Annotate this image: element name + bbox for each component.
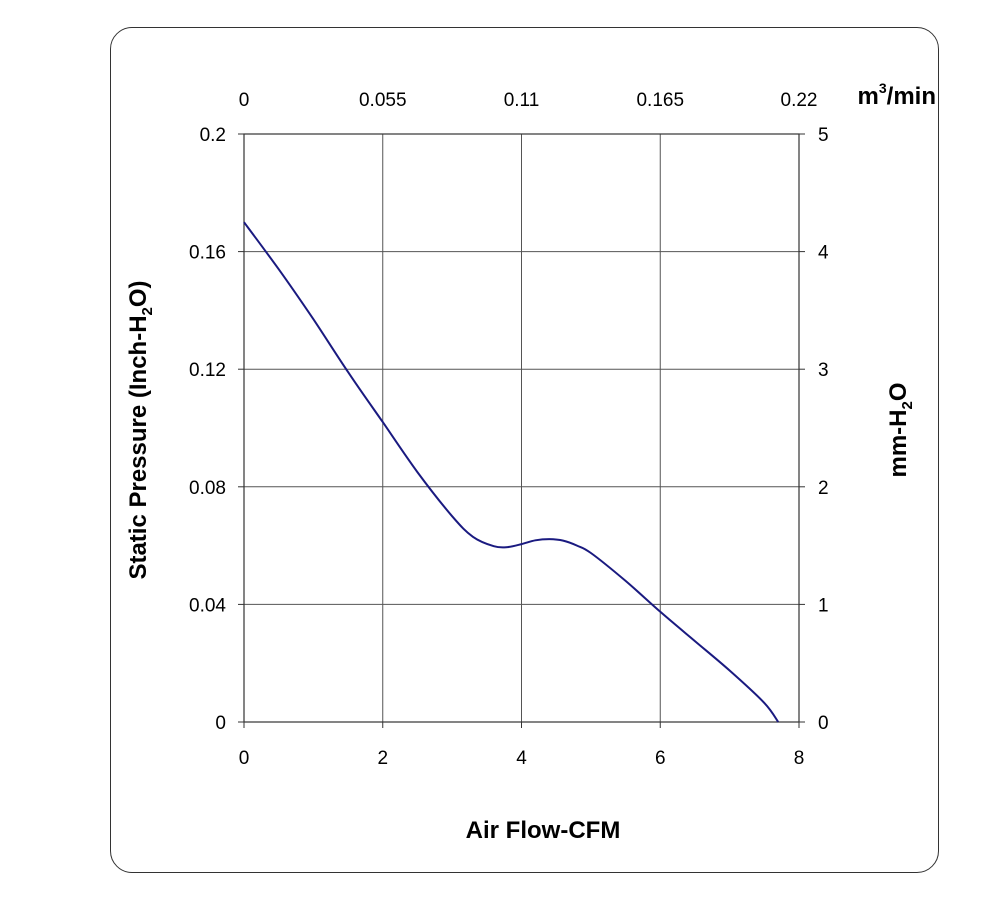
pressure-curve [243, 221, 780, 723]
x-tick-label: 6 [655, 748, 666, 769]
x-tick-label: 2 [377, 748, 388, 769]
y2-tick-label: 0 [818, 713, 829, 734]
tick-layer: 0 2 4 6 80 0.055 0.11 0.165 0.2200.040.080.120.1… [189, 90, 829, 769]
y2-tick-label: 3 [818, 360, 829, 381]
y-tick-label: 0.16 [189, 243, 226, 264]
y2-tick-label: 2 [818, 478, 829, 499]
y-tick-label: 0.12 [189, 360, 226, 381]
y2-axis-title: mm-H2O [885, 382, 916, 477]
x-tick-label: 0 [239, 748, 250, 769]
y-tick-label: 0.04 [189, 595, 226, 616]
y2-tick-label: 1 [818, 595, 829, 616]
x-tick-label: 8 [794, 748, 805, 769]
y2-tick-label: 5 [818, 125, 829, 146]
x2-tick-label: 0.22 [781, 90, 818, 111]
grid-layer [243, 133, 800, 723]
x-tick-label: 4 [516, 748, 527, 769]
x2-axis-title: m3/min [858, 80, 936, 110]
series-layer [243, 221, 780, 723]
y-tick-label: 0 [215, 713, 226, 734]
x-axis-title: Air Flow-CFM [466, 817, 621, 844]
x2-tick-label: 0.165 [636, 90, 684, 111]
y-tick-label: 0.08 [189, 478, 226, 499]
y2-tick-label: 4 [818, 243, 829, 264]
y-axis-title: Static Pressure (Inch-H2O) [125, 280, 156, 579]
x2-tick-label: 0.055 [359, 90, 407, 111]
chart-frame [110, 27, 939, 873]
x2-tick-label: 0.11 [504, 90, 540, 111]
x2-tick-label: 0 [239, 90, 250, 111]
y-tick-label: 0.2 [200, 125, 226, 146]
